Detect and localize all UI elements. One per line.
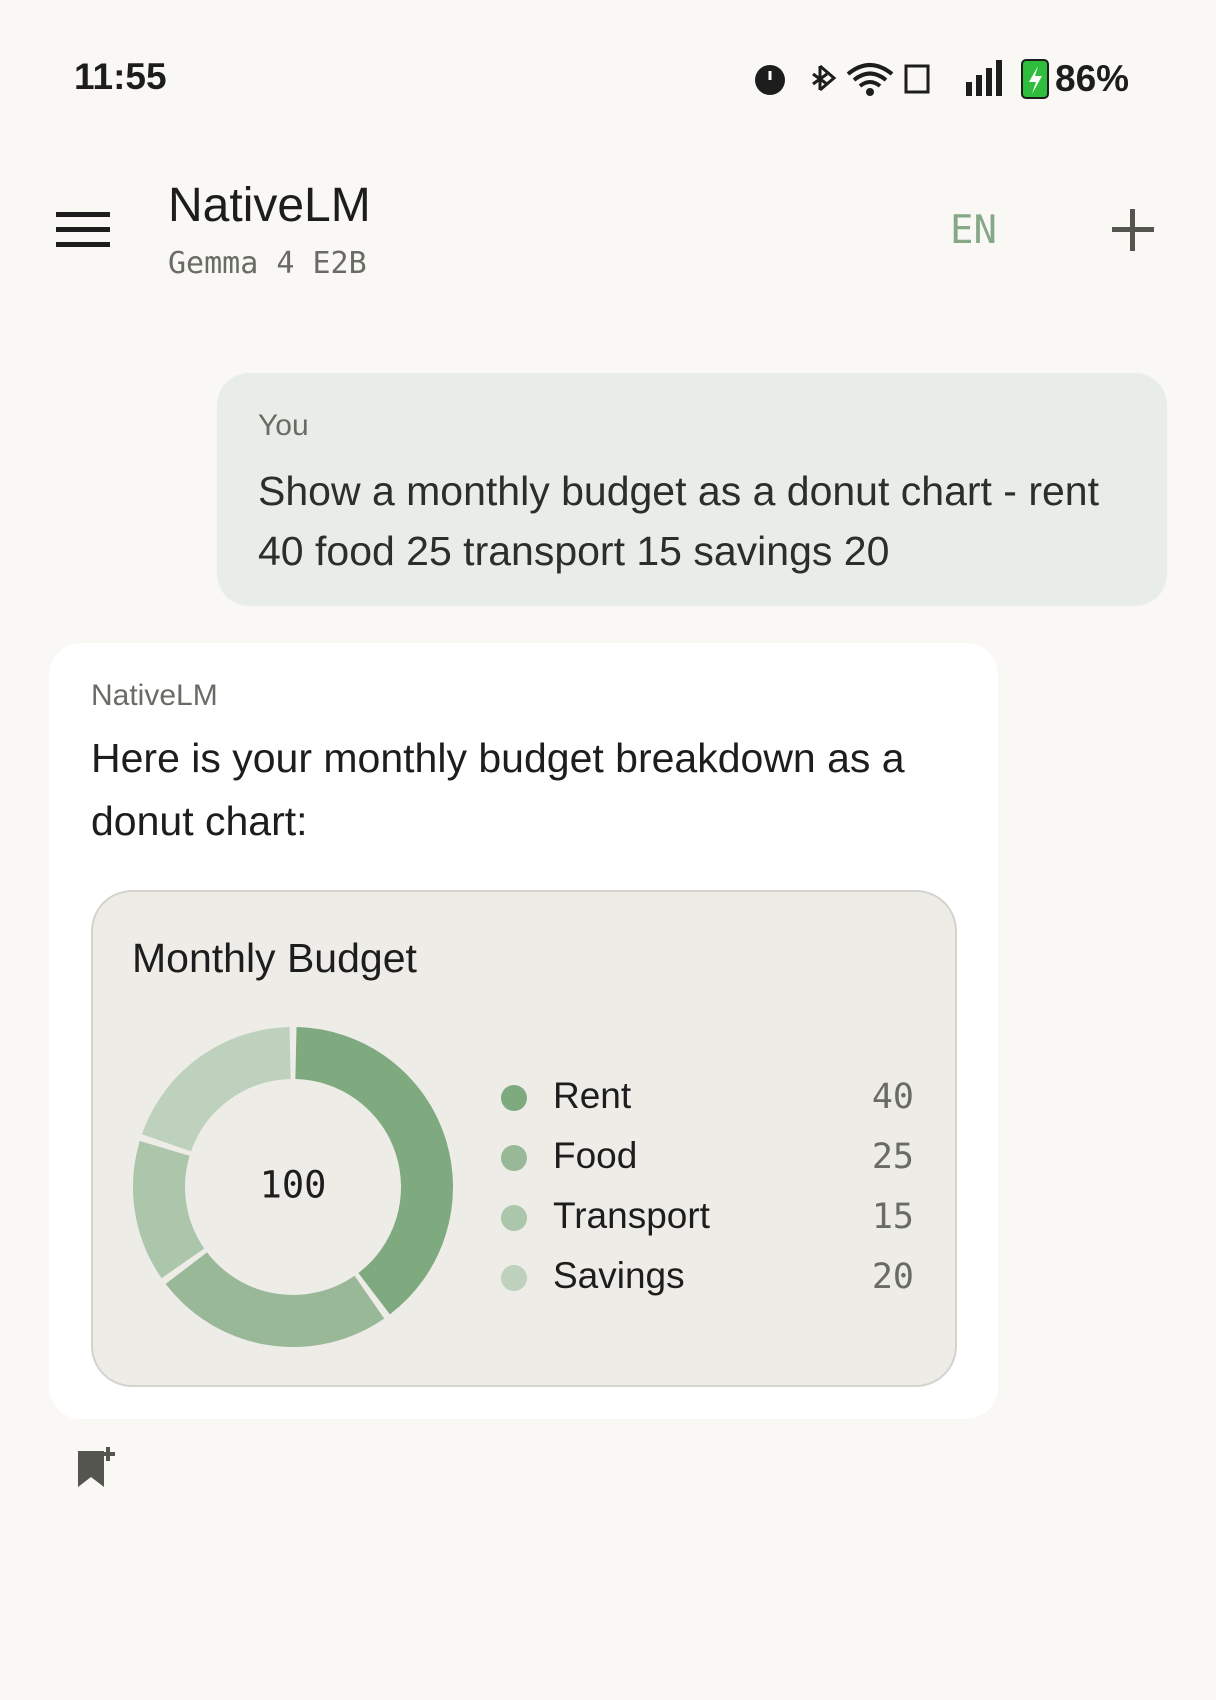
user-message: You Show a monthly budget as a donut cha… xyxy=(217,373,1167,606)
legend-value: 20 xyxy=(872,1257,914,1297)
legend-label: Food xyxy=(553,1135,637,1176)
legend-label: Savings xyxy=(553,1255,685,1296)
app-title: NativeLM xyxy=(168,179,371,232)
donut-segment xyxy=(141,1027,292,1153)
donut-center-label: 100 xyxy=(260,1164,327,1207)
status-battery: 86% xyxy=(1055,58,1130,99)
legend-marker xyxy=(501,1265,527,1291)
model-name: Gemma 4 E2B xyxy=(168,246,367,281)
legend-value: 15 xyxy=(872,1197,914,1237)
donut-segment xyxy=(294,1027,453,1315)
sender-label: You xyxy=(258,409,309,442)
legend-label: Rent xyxy=(553,1075,632,1116)
donut-segment xyxy=(133,1140,205,1279)
status-icons xyxy=(755,59,1049,99)
legend-value: 40 xyxy=(872,1077,914,1117)
sender-label: NativeLM xyxy=(91,679,218,712)
donut-segment xyxy=(165,1251,385,1347)
message-text: Here is your monthly budget breakdown as… xyxy=(91,735,905,844)
new-chat-button[interactable] xyxy=(1110,207,1156,253)
legend-label: Transport xyxy=(553,1195,711,1236)
message-text: Show a monthly budget as a donut chart -… xyxy=(258,468,1100,574)
language-button[interactable]: EN xyxy=(950,208,997,253)
legend-marker xyxy=(501,1205,527,1231)
chart-card: Monthly Budget 100 Rent 40 Food 25 Transport… xyxy=(91,890,957,1387)
legend-value: 25 xyxy=(872,1137,914,1177)
bookmark-button[interactable] xyxy=(76,1445,120,1491)
menu-button[interactable] xyxy=(56,210,112,250)
legend-marker xyxy=(501,1085,527,1111)
status-time: 11:55 xyxy=(74,56,167,97)
chart-background xyxy=(91,890,957,1387)
legend-marker xyxy=(501,1145,527,1171)
chart-title: Monthly Budget xyxy=(132,935,418,981)
